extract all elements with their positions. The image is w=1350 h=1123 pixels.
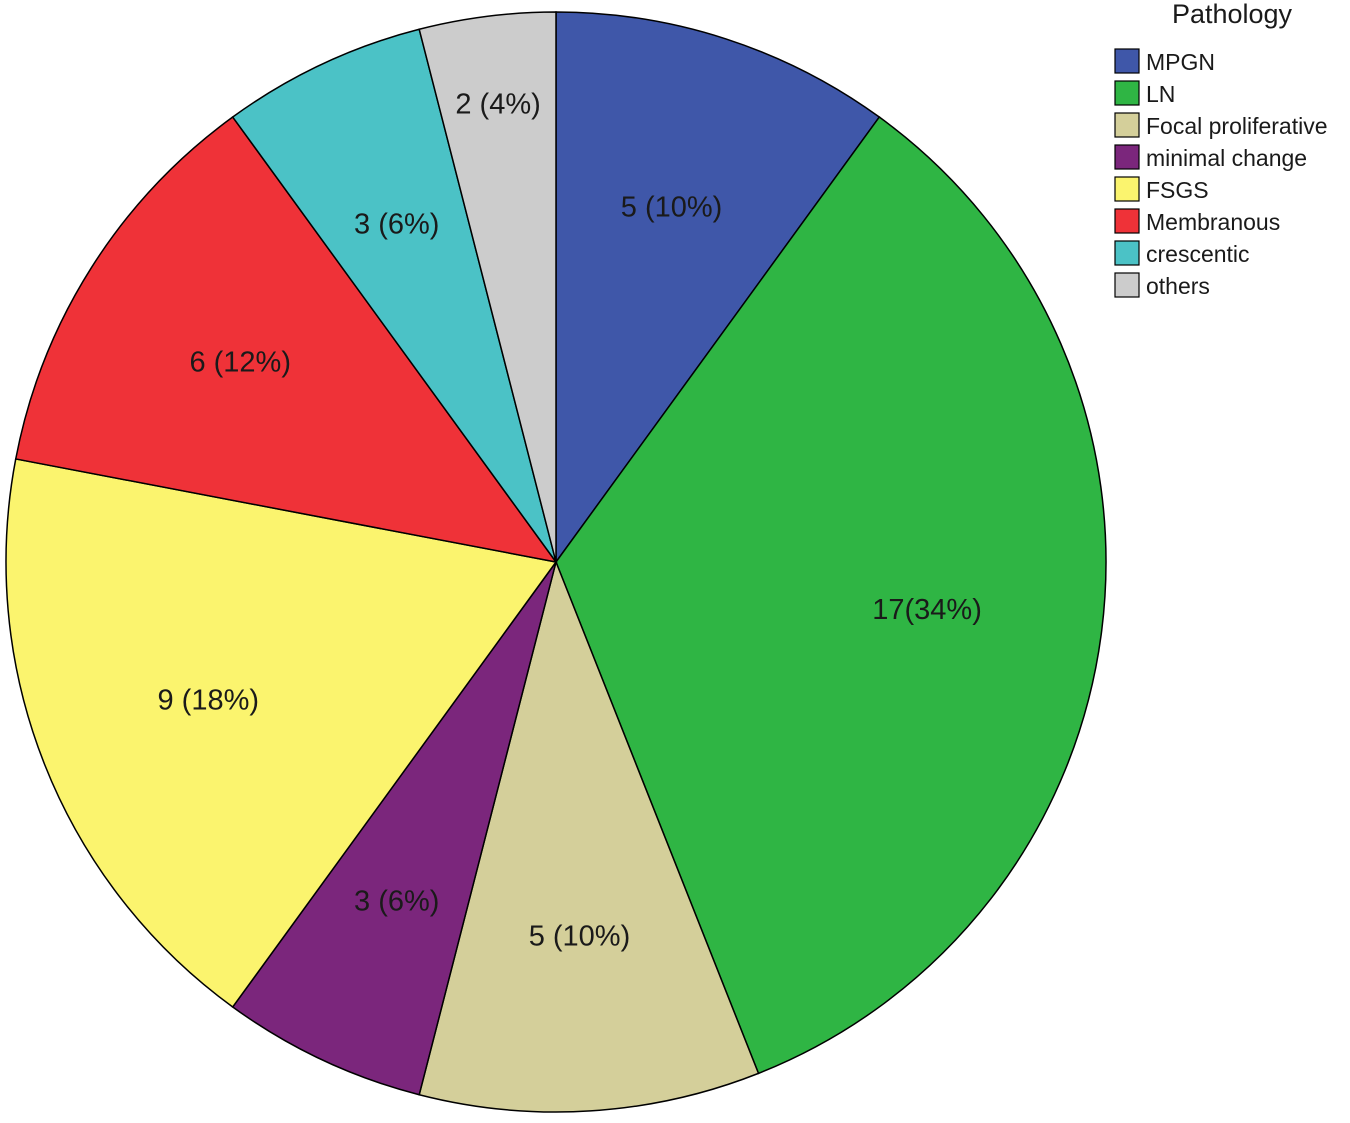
legend-swatch-membranous xyxy=(1114,208,1140,234)
pie-slice-fsgs xyxy=(5,458,558,1009)
legend-label-crescentic: crescentic xyxy=(1146,241,1250,267)
slice-label-crescentic: 3 (6%) xyxy=(354,209,439,241)
slice-label-membranous: 6 (12%) xyxy=(189,347,291,379)
legend-swatch-minimal-change xyxy=(1114,144,1140,170)
legend-swatch-ln xyxy=(1114,80,1140,106)
legend-swatch-others xyxy=(1114,272,1140,298)
pie-slice-ln xyxy=(555,115,1107,1075)
pie-slice-crescentic xyxy=(231,28,557,563)
legend-swatch-focal-proliferative xyxy=(1114,112,1140,138)
legend-items: MPGN LN Focal proliferative minimal change F… xyxy=(1114,48,1328,299)
slice-label-fsgs: 9 (18%) xyxy=(157,685,259,717)
pie-slice-others xyxy=(418,11,557,563)
legend-title: Pathology xyxy=(1172,0,1293,29)
legend-label-others: others xyxy=(1146,273,1210,299)
legend: Pathology MPGN LN Focal proliferative minim… xyxy=(1114,0,1328,299)
pie-slice-membranous xyxy=(14,115,558,564)
legend-label-fsgs: FSGS xyxy=(1146,177,1209,203)
legend-swatch-fsgs xyxy=(1114,176,1140,202)
pie-slice-mpgn xyxy=(555,11,881,565)
legend-swatch-mpgn xyxy=(1114,48,1140,74)
pie-slice-minimal-change xyxy=(231,561,557,1096)
slice-label-mpgn: 5 (10%) xyxy=(621,191,723,223)
slice-label-focal-proliferative: 5 (10%) xyxy=(529,920,631,952)
legend-label-ln: LN xyxy=(1146,81,1175,107)
slice-labels: 5 (10%) 17(34%) 5 (10%) 3 (6%) 9 (18%) 6 (12%… xyxy=(157,89,981,953)
legend-label-focal-proliferative: Focal proliferative xyxy=(1146,113,1328,139)
slice-label-ln: 17(34%) xyxy=(872,594,982,626)
legend-label-minimal-change: minimal change xyxy=(1146,145,1307,171)
pie-slice-focal-proliferative xyxy=(418,559,760,1113)
legend-label-membranous: Membranous xyxy=(1146,209,1280,235)
slice-label-others: 2 (4%) xyxy=(455,89,540,121)
slice-label-minimal-change: 3 (6%) xyxy=(354,885,439,917)
pie-slices xyxy=(5,11,1107,1113)
legend-swatch-crescentic xyxy=(1114,240,1140,266)
legend-label-mpgn: MPGN xyxy=(1146,49,1215,75)
